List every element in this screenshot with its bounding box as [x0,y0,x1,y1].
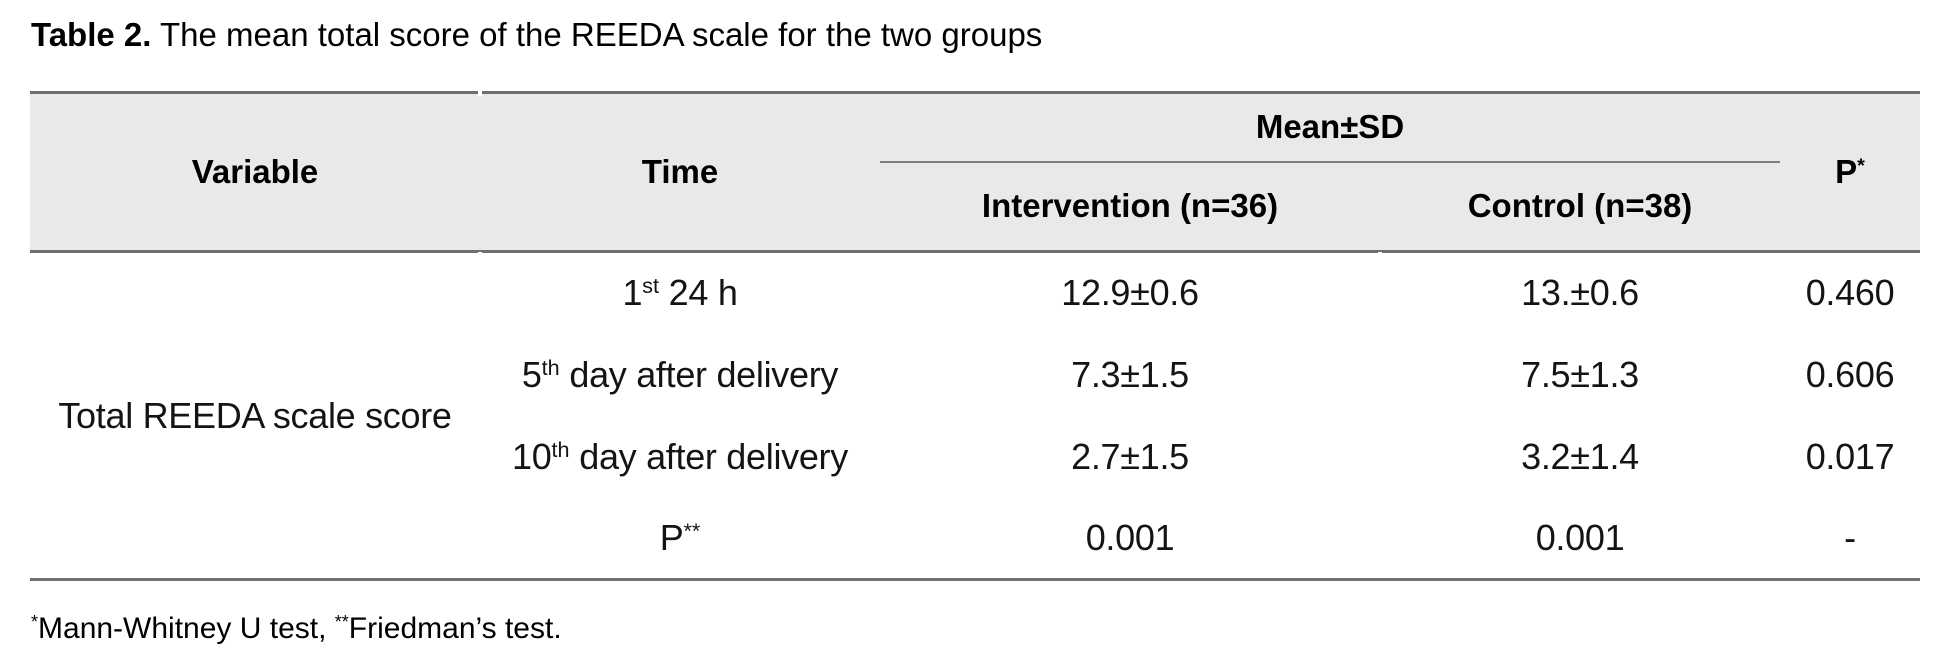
border-seam [478,90,482,96]
time-superscript: ** [683,517,701,543]
cell-time: P** [480,498,880,580]
header-control: Control (n=38) [1380,161,1780,252]
table-footnote: *Mann-Whitney U test, **Friedman’s test. [31,612,562,646]
time-superscript: th [551,436,570,462]
cell-intervention: 2.7±1.5 [1071,435,1189,477]
cell-p: - [1844,516,1856,558]
table-header: Variable Time Mean±SD P* Intervention (n… [30,92,1920,252]
time-base: 5 [521,353,542,395]
cell-p: 0.606 [1805,353,1895,395]
cell-p: 0.460 [1780,250,1920,334]
cell-time: 5th day after delivery [480,334,880,416]
header-p: P* [1780,92,1920,252]
header-p-superscript: * [1857,155,1865,178]
cell-variable: Total REEDA scale score [30,250,480,580]
table-row: P** 0.001 0.001 - [30,498,1920,580]
table-body: Total REEDA scale score 1st 24 h 12.9±0.… [30,250,1920,580]
header-p-label: P [1835,153,1858,190]
footnote-text: Friedman’s test. [348,612,562,645]
time-rest: day after delivery [559,353,839,395]
table-caption-number: Table 2. [31,16,152,53]
header-mean-sd: Mean±SD [880,92,1780,163]
header-variable: Variable [30,92,480,252]
cell-intervention: 12.9±0.6 [880,250,1380,334]
cell-control: 0.001 [1535,516,1625,558]
cell-p: 0.017 [1805,435,1895,477]
table-row: Total REEDA scale score 1st 24 h 12.9±0.… [30,250,1920,580]
table-row: 5th day after delivery 7.3±1.5 7.5±1.3 0… [30,334,1920,416]
table-caption-text: The mean total score of the REEDA scale … [151,16,1043,53]
time-rest: 24 h [658,272,738,314]
table-row: 10th day after delivery 2.7±1.5 3.2±1.4 … [30,416,1920,498]
table-caption: Table 2. The mean total score of the REE… [31,16,1042,54]
time-rest: day after delivery [569,435,848,477]
time-base: 10 [512,435,552,477]
border-seam [478,583,482,589]
cell-control: 3.2±1.4 [1521,435,1639,477]
cell-intervention: 0.001 [1085,516,1175,558]
time-superscript: st [642,273,659,299]
border-seam [1378,252,1382,258]
time-base: 1 [622,272,643,314]
footnote-superscript: * [31,612,39,633]
time-base: P [659,516,684,558]
cell-time: 10th day after delivery [480,416,880,498]
footnote-text: Mann-Whitney U test, [38,612,335,645]
cell-time: 1st 24 h [480,250,880,334]
cell-intervention: 7.3±1.5 [1071,353,1189,395]
header-time: Time [480,92,880,252]
cell-control: 7.5±1.3 [1521,353,1639,395]
reeda-score-table: Variable Time Mean±SD P* Intervention (n… [30,91,1920,581]
time-superscript: th [541,354,560,380]
border-seam [1378,583,1382,589]
header-intervention: Intervention (n=36) [880,161,1380,252]
border-seam [478,252,482,258]
footnote-superscript: ** [334,612,349,633]
cell-control: 13.±0.6 [1380,250,1780,334]
